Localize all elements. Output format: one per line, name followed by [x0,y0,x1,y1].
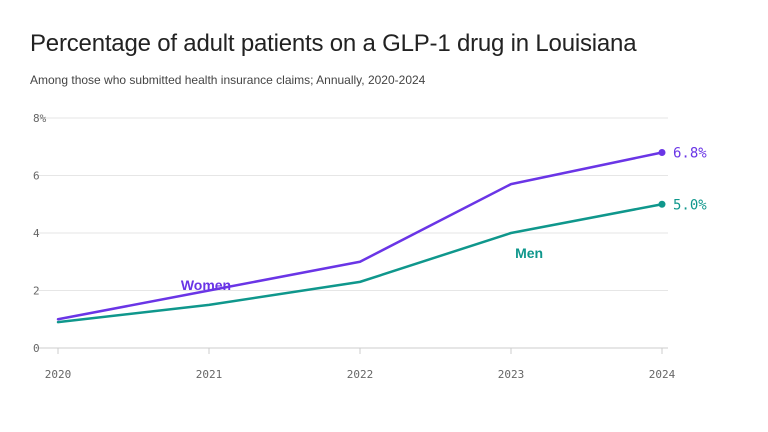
series-line-men [56,203,664,324]
x-tick-label: 2024 [649,368,676,381]
y-tick-label: 2 [33,285,40,298]
y-tick-label: 6 [33,170,40,183]
end-value-label-women: 6.8% [673,146,707,162]
x-tick-label: 2020 [45,368,72,381]
end-value-label-men: 5.0% [673,197,707,213]
x-tick-label: 2022 [347,368,374,381]
y-tick-label: 4 [33,227,40,240]
series-label-women: Women [181,277,231,293]
chart-title: Percentage of adult patients on a GLP-1 … [30,30,637,57]
x-tick-label: 2021 [196,368,223,381]
y-tick-label: 8% [33,112,47,125]
chart-subtitle: Among those who submitted health insuran… [30,73,426,87]
end-point-women [658,149,666,156]
y-tick-label: 0 [33,342,40,355]
end-point-men [658,200,666,208]
x-tick-label: 2023 [498,368,525,381]
series-label-men: Men [515,245,543,261]
series-line-women [56,151,664,321]
